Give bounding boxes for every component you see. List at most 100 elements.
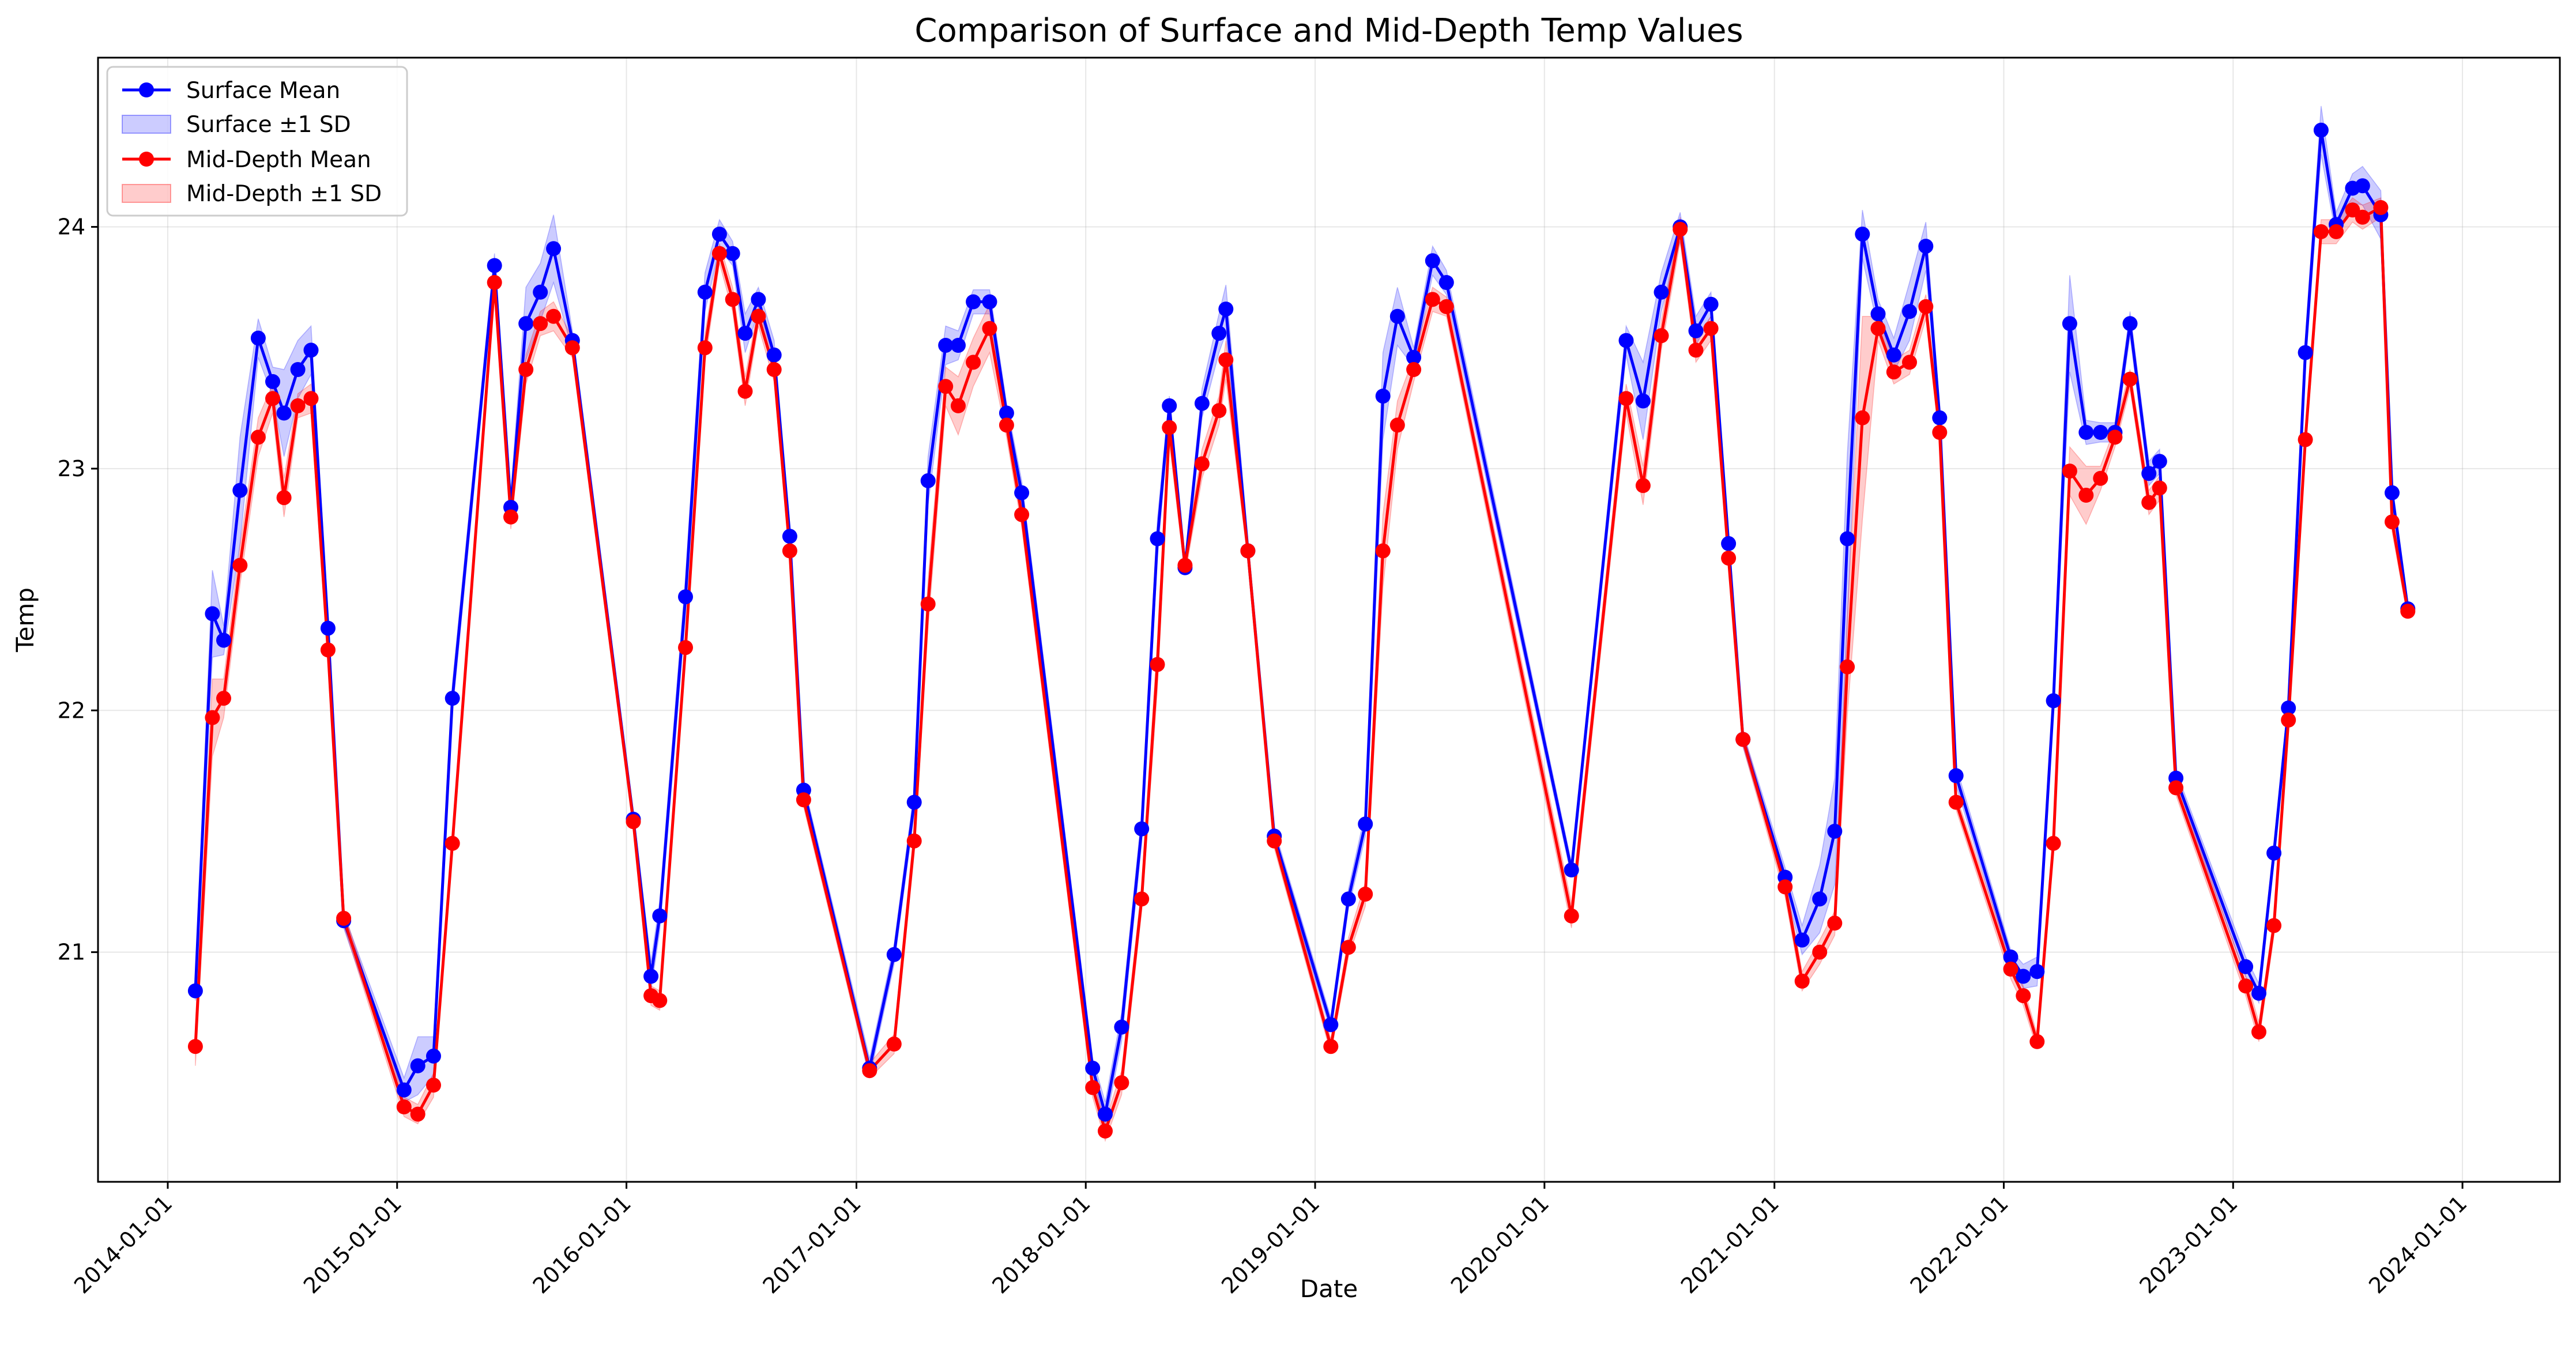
plot-frame	[97, 56, 2561, 1183]
surface-mean-point	[1218, 302, 1234, 317]
surface-mean-point	[533, 284, 548, 300]
middepth-mean-point	[1267, 833, 1282, 849]
surface-mean-point	[2078, 425, 2094, 440]
x-axis-label: Date	[1300, 1275, 1358, 1303]
surface-mean-point	[1162, 398, 1177, 413]
surface-mean-point	[290, 362, 306, 377]
surface-mean-point	[1703, 296, 1719, 312]
series-markers	[187, 122, 2416, 1139]
middepth-mean-point	[1635, 478, 1651, 493]
middepth-mean-point	[920, 596, 936, 612]
surface-mean-point	[2016, 969, 2031, 984]
surface-mean-point	[652, 908, 668, 924]
surface-mean-point	[2003, 949, 2018, 964]
middepth-mean-point	[487, 275, 502, 290]
middepth-mean-point	[2385, 514, 2400, 530]
surface-mean-point	[2385, 485, 2400, 500]
surface-mean-point	[1635, 393, 1651, 409]
y-tick-label: 24	[58, 214, 85, 240]
legend-box	[106, 66, 408, 217]
surface-mean-point	[711, 227, 727, 242]
middepth-mean-point	[396, 1099, 412, 1114]
surface-mean-point	[1827, 823, 1843, 839]
middepth-mean-point	[2266, 918, 2282, 933]
surface-mean-point	[187, 983, 203, 998]
surface-mean-point	[1211, 326, 1227, 341]
surface-mean-point	[518, 316, 534, 331]
middepth-mean-point	[2122, 371, 2138, 387]
surface-mean-point	[2029, 964, 2045, 979]
surface-mean-point	[1425, 253, 1440, 269]
surface-mean-point	[487, 258, 502, 273]
surface-mean-point	[445, 691, 460, 706]
middepth-mean-point	[966, 355, 981, 370]
middepth-mean-point	[1085, 1080, 1101, 1095]
middepth-mean-point	[1406, 362, 1422, 377]
surface-mean-point	[1918, 239, 1934, 254]
surface-mean-point	[737, 326, 753, 341]
middepth-mean-point	[426, 1077, 441, 1093]
middepth-mean-point	[1794, 973, 1810, 989]
middepth-mean-point	[2093, 470, 2108, 486]
middepth-mean-point	[1932, 425, 1948, 440]
middepth-mean-point	[1358, 887, 1373, 902]
middepth-mean-point	[1721, 551, 1737, 566]
middepth-mean-point	[951, 398, 966, 413]
middepth-mean-point	[652, 993, 668, 1008]
surface-mean-point	[1840, 531, 1855, 547]
chart-title: Comparison of Surface and Mid-Depth Temp…	[914, 12, 1743, 50]
middepth-mean-point	[982, 321, 997, 336]
middepth-mean-point	[2062, 464, 2077, 479]
middepth-mean-point	[1777, 879, 1793, 895]
surface-mean-point	[906, 794, 922, 810]
surface-mean-point	[751, 292, 766, 307]
surface-mean-point	[1406, 350, 1422, 365]
surface-mean-point	[216, 632, 231, 648]
middepth-mean-point	[265, 391, 280, 406]
legend: Surface Mean Surface ±1 SD Mid-Depth Mea…	[106, 66, 408, 217]
y-tick-label: 22	[58, 698, 85, 723]
surface-mean-point	[982, 294, 997, 310]
surface-mean-point	[1618, 333, 1634, 348]
middepth-mean-point	[1014, 507, 1030, 522]
surface-mean-point	[276, 405, 292, 421]
surface-mean-point	[1150, 531, 1165, 547]
middepth-mean-point	[503, 509, 518, 525]
middepth-mean-point	[320, 642, 336, 658]
middepth-mean-point	[1150, 657, 1165, 672]
middepth-mean-point	[2373, 200, 2389, 215]
surface-mean-point	[1932, 410, 1948, 425]
surface-mean-point	[303, 342, 319, 358]
surface-mean-point	[426, 1048, 441, 1064]
surface-mean-point	[951, 338, 966, 353]
surface-mean-point	[678, 589, 693, 605]
middepth-mean-point	[1162, 420, 1177, 435]
middepth-mean-point	[1134, 891, 1150, 907]
legend-swatch-surface-sd	[122, 115, 171, 134]
middepth-mean-point	[796, 792, 811, 808]
middepth-mean-point	[862, 1063, 878, 1079]
surface-mean-point	[1654, 284, 1669, 300]
grid-lines	[98, 58, 2560, 1182]
surface-mean-point	[1855, 227, 1870, 242]
middepth-mean-point	[2016, 988, 2031, 1004]
middepth-mean-point	[2400, 604, 2416, 619]
surface-mean-point	[1721, 536, 1737, 551]
surface-mean-point	[1794, 932, 1810, 948]
legend-marker-surface-mean	[139, 82, 154, 97]
middepth-mean-point	[1218, 352, 1234, 368]
legend-label-surface-sd: Surface ±1 SD	[186, 112, 351, 138]
middepth-mean-point	[1654, 328, 1669, 344]
surface-mean-point	[2062, 316, 2077, 331]
surface-mean-point	[1358, 816, 1373, 832]
middepth-mean-point	[518, 362, 534, 377]
middepth-mean-point	[303, 391, 319, 406]
surface-mean-point	[1812, 891, 1828, 907]
surface-mean-point	[725, 246, 740, 261]
middepth-mean-point	[1618, 391, 1634, 406]
middepth-mean-point	[1564, 908, 1579, 924]
middepth-mean-point	[1703, 321, 1719, 336]
surface-mean-point	[1098, 1106, 1113, 1122]
middepth-mean-point	[1438, 299, 1454, 314]
